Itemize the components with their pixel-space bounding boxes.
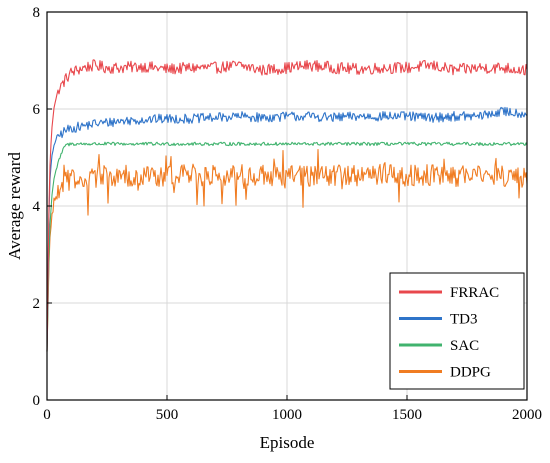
x-tick-label: 1000 bbox=[272, 407, 302, 423]
legend-label-frrac: FRRAC bbox=[450, 285, 499, 301]
x-tick-label: 500 bbox=[156, 407, 179, 423]
y-tick-label: 2 bbox=[33, 296, 41, 312]
series-lines bbox=[46, 59, 528, 352]
legend: FRRAC TD3 SAC DDPG bbox=[389, 272, 525, 390]
legend-label-sac: SAC bbox=[450, 338, 479, 354]
series-line-sac bbox=[46, 141, 528, 352]
axis-ticks: 0 500 1000 1500 2000 0 2 4 6 8 bbox=[33, 5, 543, 423]
y-tick-label: 8 bbox=[33, 5, 41, 21]
y-axis-label: Average reward bbox=[5, 152, 24, 260]
series-line-ddpg bbox=[46, 149, 528, 352]
grid-lines bbox=[47, 12, 527, 400]
y-tick-label: 0 bbox=[33, 393, 41, 409]
x-axis-label: Episode bbox=[260, 433, 315, 452]
legend-label-ddpg: DDPG bbox=[450, 365, 491, 381]
x-tick-label: 2000 bbox=[512, 407, 542, 423]
legend-label-td3: TD3 bbox=[450, 312, 478, 328]
y-tick-label: 6 bbox=[33, 102, 41, 118]
y-tick-label: 4 bbox=[33, 199, 41, 215]
x-tick-label: 0 bbox=[43, 407, 51, 423]
series-line-td3 bbox=[46, 106, 528, 352]
series-line-frrac bbox=[46, 59, 528, 352]
x-tick-label: 1500 bbox=[392, 407, 422, 423]
